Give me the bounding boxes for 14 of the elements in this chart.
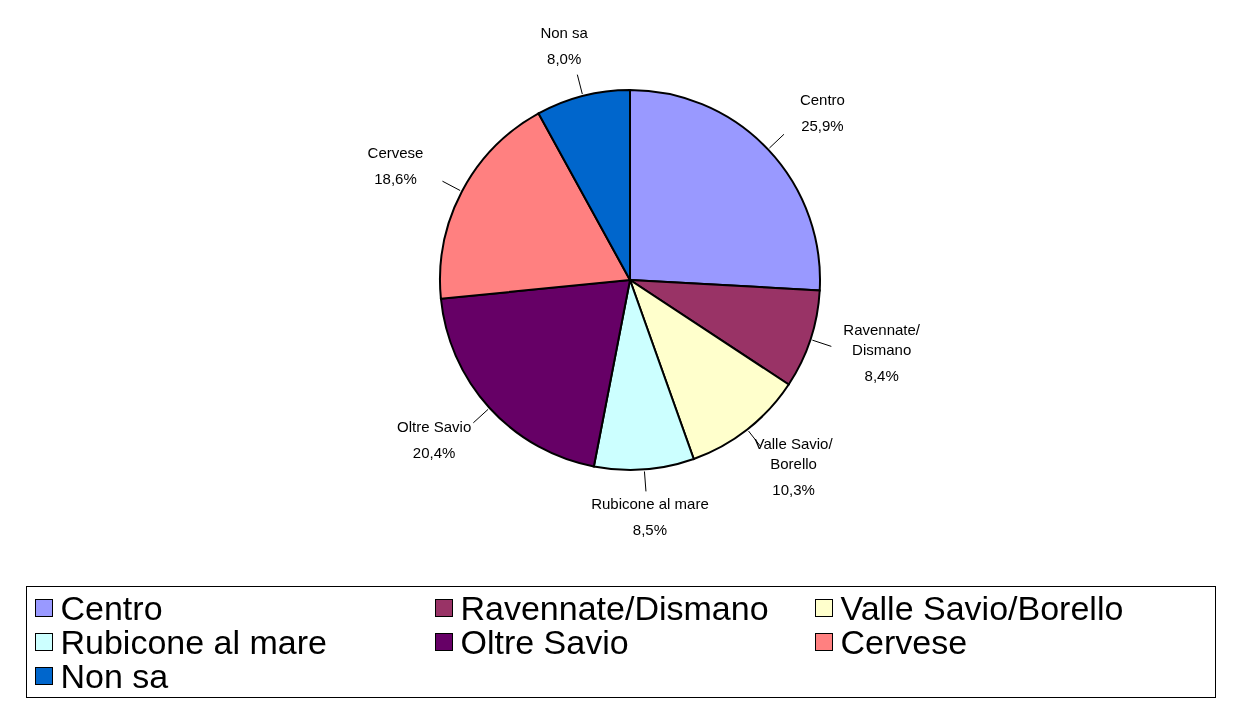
data-label: 8,0% [547, 49, 582, 67]
data-label: 8,4% [864, 367, 899, 385]
data-label: 18,6% [374, 170, 417, 188]
slice-label: Ravennate/Dismano [843, 321, 921, 359]
slice-label: Oltre Savio [397, 417, 472, 435]
data-label: 10,3% [772, 480, 815, 498]
slice-label: Cervese [367, 144, 424, 162]
data-label: 25,9% [801, 117, 844, 135]
slice-label: Valle Savio/Borello [754, 434, 834, 472]
data-label: 20,4% [412, 443, 456, 461]
slice-label: Rubicone al mare [591, 495, 709, 513]
slice-label: Centro [799, 91, 845, 109]
data-label: 8,5% [632, 521, 668, 539]
slice-label: Non sa [540, 23, 589, 41]
